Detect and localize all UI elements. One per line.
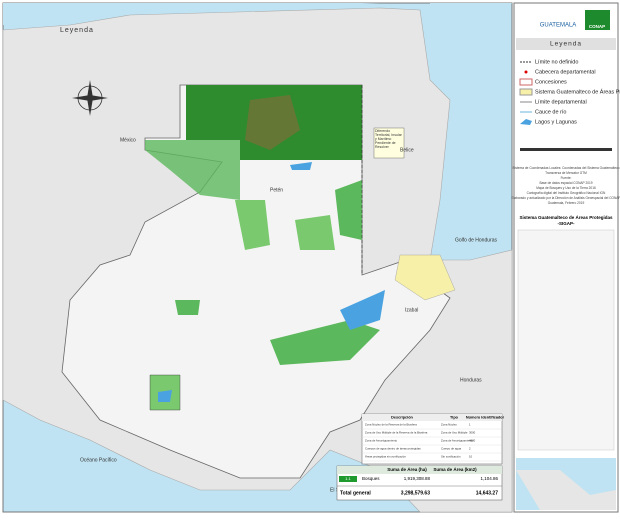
legend-item: Concesiones <box>519 78 567 86</box>
lake-atitlan <box>158 390 172 402</box>
table-header: Número Identificador <box>466 416 505 420</box>
summary-code: 1.1 <box>345 476 351 481</box>
legend-item: Límite no definido <box>520 59 578 65</box>
table-cell: Zona de Uso Múltiple <box>441 431 468 435</box>
brand: GUATEMALA <box>540 23 577 29</box>
department-label: Izabal <box>405 307 418 313</box>
summary-table: Descripción Tipo Número Identificador Zona … <box>336 413 505 501</box>
forest <box>145 140 240 200</box>
table-cell: 2 <box>469 447 471 451</box>
note: Guatemala, Febrero 2019 <box>548 201 585 205</box>
total-ha: 3,298,579.63 <box>401 490 430 496</box>
lake-izabal <box>340 290 385 330</box>
legend-symbol <box>519 88 533 96</box>
class-swatch <box>339 476 357 482</box>
table-cell: Zona de Amortiguamiento <box>365 439 397 443</box>
table-box <box>361 413 503 465</box>
forest <box>235 200 270 250</box>
legend-label: Lagos y Lagunas <box>535 119 577 125</box>
summary-header-bg <box>337 466 502 474</box>
summary-header: Suma de Área (ha) <box>387 466 427 472</box>
legend-label: Cauce de río <box>535 109 567 115</box>
forest <box>175 300 200 315</box>
legend-label: Sistema Guatemalteco de Áreas Protegidas <box>535 88 620 95</box>
note: Transversa de Mercator GTM <box>545 171 587 175</box>
table-cell: 4000 <box>469 439 476 443</box>
table-header: Tipo <box>450 416 459 420</box>
lake-peten-itza <box>290 162 312 170</box>
table-cell: Zona de Amortiguamiento <box>441 439 473 443</box>
table-header: Descripción <box>391 416 413 420</box>
gulf-label: Golfo de Honduras <box>455 237 497 243</box>
table-cell: 1 <box>469 423 471 427</box>
summary-class: Bosques <box>362 476 380 481</box>
legend: Límite no definido Cabecera departamental… <box>519 59 620 125</box>
map: Diferendo Territorial, Insular y Marítim… <box>2 2 513 513</box>
annotation-box <box>373 127 405 159</box>
gulf <box>3 3 512 90</box>
note: Elaborado y actualizado por la Dirección… <box>511 196 620 200</box>
table-cell: Sin zonificación <box>441 455 461 459</box>
table-cell: Cuerpo de agua <box>441 447 462 451</box>
agency-logo <box>585 10 610 30</box>
table-cell: Zona Núcleo de la Reserva de la Biosfera <box>365 423 417 427</box>
legend-title: Leyenda <box>550 41 582 48</box>
total-label: Total general <box>340 490 371 496</box>
legend-header <box>516 38 616 50</box>
table-header-bg <box>362 414 502 421</box>
note: Base de datos espacial CONAP 2019 <box>539 181 592 185</box>
note: Sistema de Coordenadas Locales: Coordena… <box>512 166 619 170</box>
concession-area <box>394 254 456 301</box>
table-cell: 10 <box>469 455 473 459</box>
notes: Sistema de Coordenadas Locales: Coordena… <box>511 166 620 205</box>
forest <box>335 180 362 240</box>
table-cell: Áreas protegidas sin zonificación <box>365 455 406 459</box>
table-cell: Zona Núcleo <box>441 423 457 427</box>
summary-header: Suma de Área (km2) <box>433 466 477 472</box>
compass-rose <box>72 80 108 116</box>
legend-label: Cabecera departamental <box>535 69 596 75</box>
sigap-title: Sistema Guatemalteco de Áreas Protegidas <box>519 214 613 220</box>
legend-item: Cauce de río <box>520 109 567 115</box>
table-cell: Cuerpos de agua dentro de áreas protegid… <box>365 447 421 451</box>
scale-bar <box>520 148 612 151</box>
legend-item: Lagos y Lagunas <box>520 119 577 125</box>
forest <box>270 320 380 365</box>
note: Mapa de Bosques y Uso de la Tierra 2016 <box>536 186 596 190</box>
legend-label: Concesiones <box>535 79 567 85</box>
summary-ha: 1,919,308.88 <box>404 476 431 481</box>
map-legend-word: Leyenda <box>60 27 94 34</box>
table-cell: 3000 <box>469 431 476 435</box>
annotation-text: Diferendo Territorial, Insular y Marítim… <box>375 129 402 149</box>
legend-label: Límite departamental <box>535 99 587 105</box>
summary-km2: 1,104.86 <box>480 476 498 481</box>
note: Fuente: <box>561 176 572 180</box>
total-km2: 14,643.27 <box>476 490 498 496</box>
table-cell: Zona de Uso Múltiple de la Reserva de la… <box>365 431 428 435</box>
sigap-subtitle: -SIGAP- <box>557 221 575 226</box>
country-label: Honduras <box>460 377 482 383</box>
forest <box>295 215 335 250</box>
ocean-label: Océano Pacífico <box>80 457 117 463</box>
note: Cartografía digital del Instituto Geográ… <box>527 191 606 195</box>
legend-item: Cabecera departamental <box>524 69 596 75</box>
legend-symbol <box>519 78 533 86</box>
country-label: México <box>120 137 136 143</box>
inset-land <box>516 470 616 510</box>
side-panel: GUATEMALA CONAP Leyenda Límite no defini… <box>511 2 620 513</box>
legend-item: Sistema Guatemalteco de Áreas Protegidas <box>519 88 620 96</box>
agency: CONAP <box>589 24 605 29</box>
country-label: Belice <box>400 147 414 153</box>
legend-label: Límite no definido <box>535 59 578 65</box>
annotation: Diferendo Territorial, Insular y Marítim… <box>375 129 402 149</box>
department-label: Petén <box>270 187 283 193</box>
legend-symbol <box>524 70 528 74</box>
area-list <box>517 229 615 451</box>
deforested-area <box>245 95 300 150</box>
legend-symbol <box>520 119 532 125</box>
legend-item: Límite departamental <box>520 99 587 105</box>
